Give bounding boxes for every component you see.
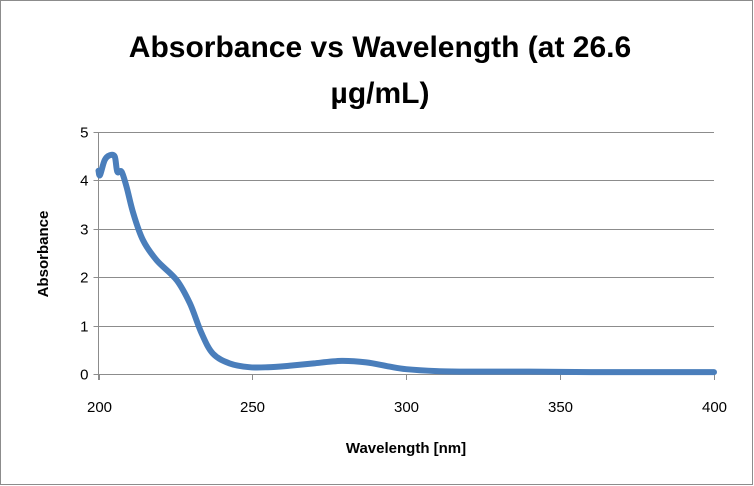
y-tick-label: 2 — [80, 270, 88, 287]
y-tick-label: 0 — [80, 367, 88, 384]
absorbance-series-line — [95, 151, 717, 376]
x-tick-label: 200 — [87, 399, 112, 416]
x-tick-label: 400 — [702, 399, 727, 416]
x-tick-label: 300 — [394, 399, 419, 416]
chart-title-line-1: Absorbance vs Wavelength (at 26.6 — [129, 31, 631, 64]
tick-labels: 0 1 2 3 4 5 200 250 300 350 400 — [80, 125, 727, 417]
y-tick-label: 5 — [80, 125, 88, 142]
x-axis-title: Wavelength [nm] — [346, 440, 466, 457]
x-tick-label: 350 — [548, 399, 573, 416]
y-tick-label: 4 — [80, 173, 88, 190]
x-tick-label: 250 — [240, 399, 265, 416]
y-tick-label: 1 — [80, 319, 88, 336]
y-axis-title: Absorbance — [35, 211, 52, 298]
y-tick-label: 3 — [80, 222, 88, 239]
chart-title-line-2: µg/mL) — [331, 77, 430, 110]
